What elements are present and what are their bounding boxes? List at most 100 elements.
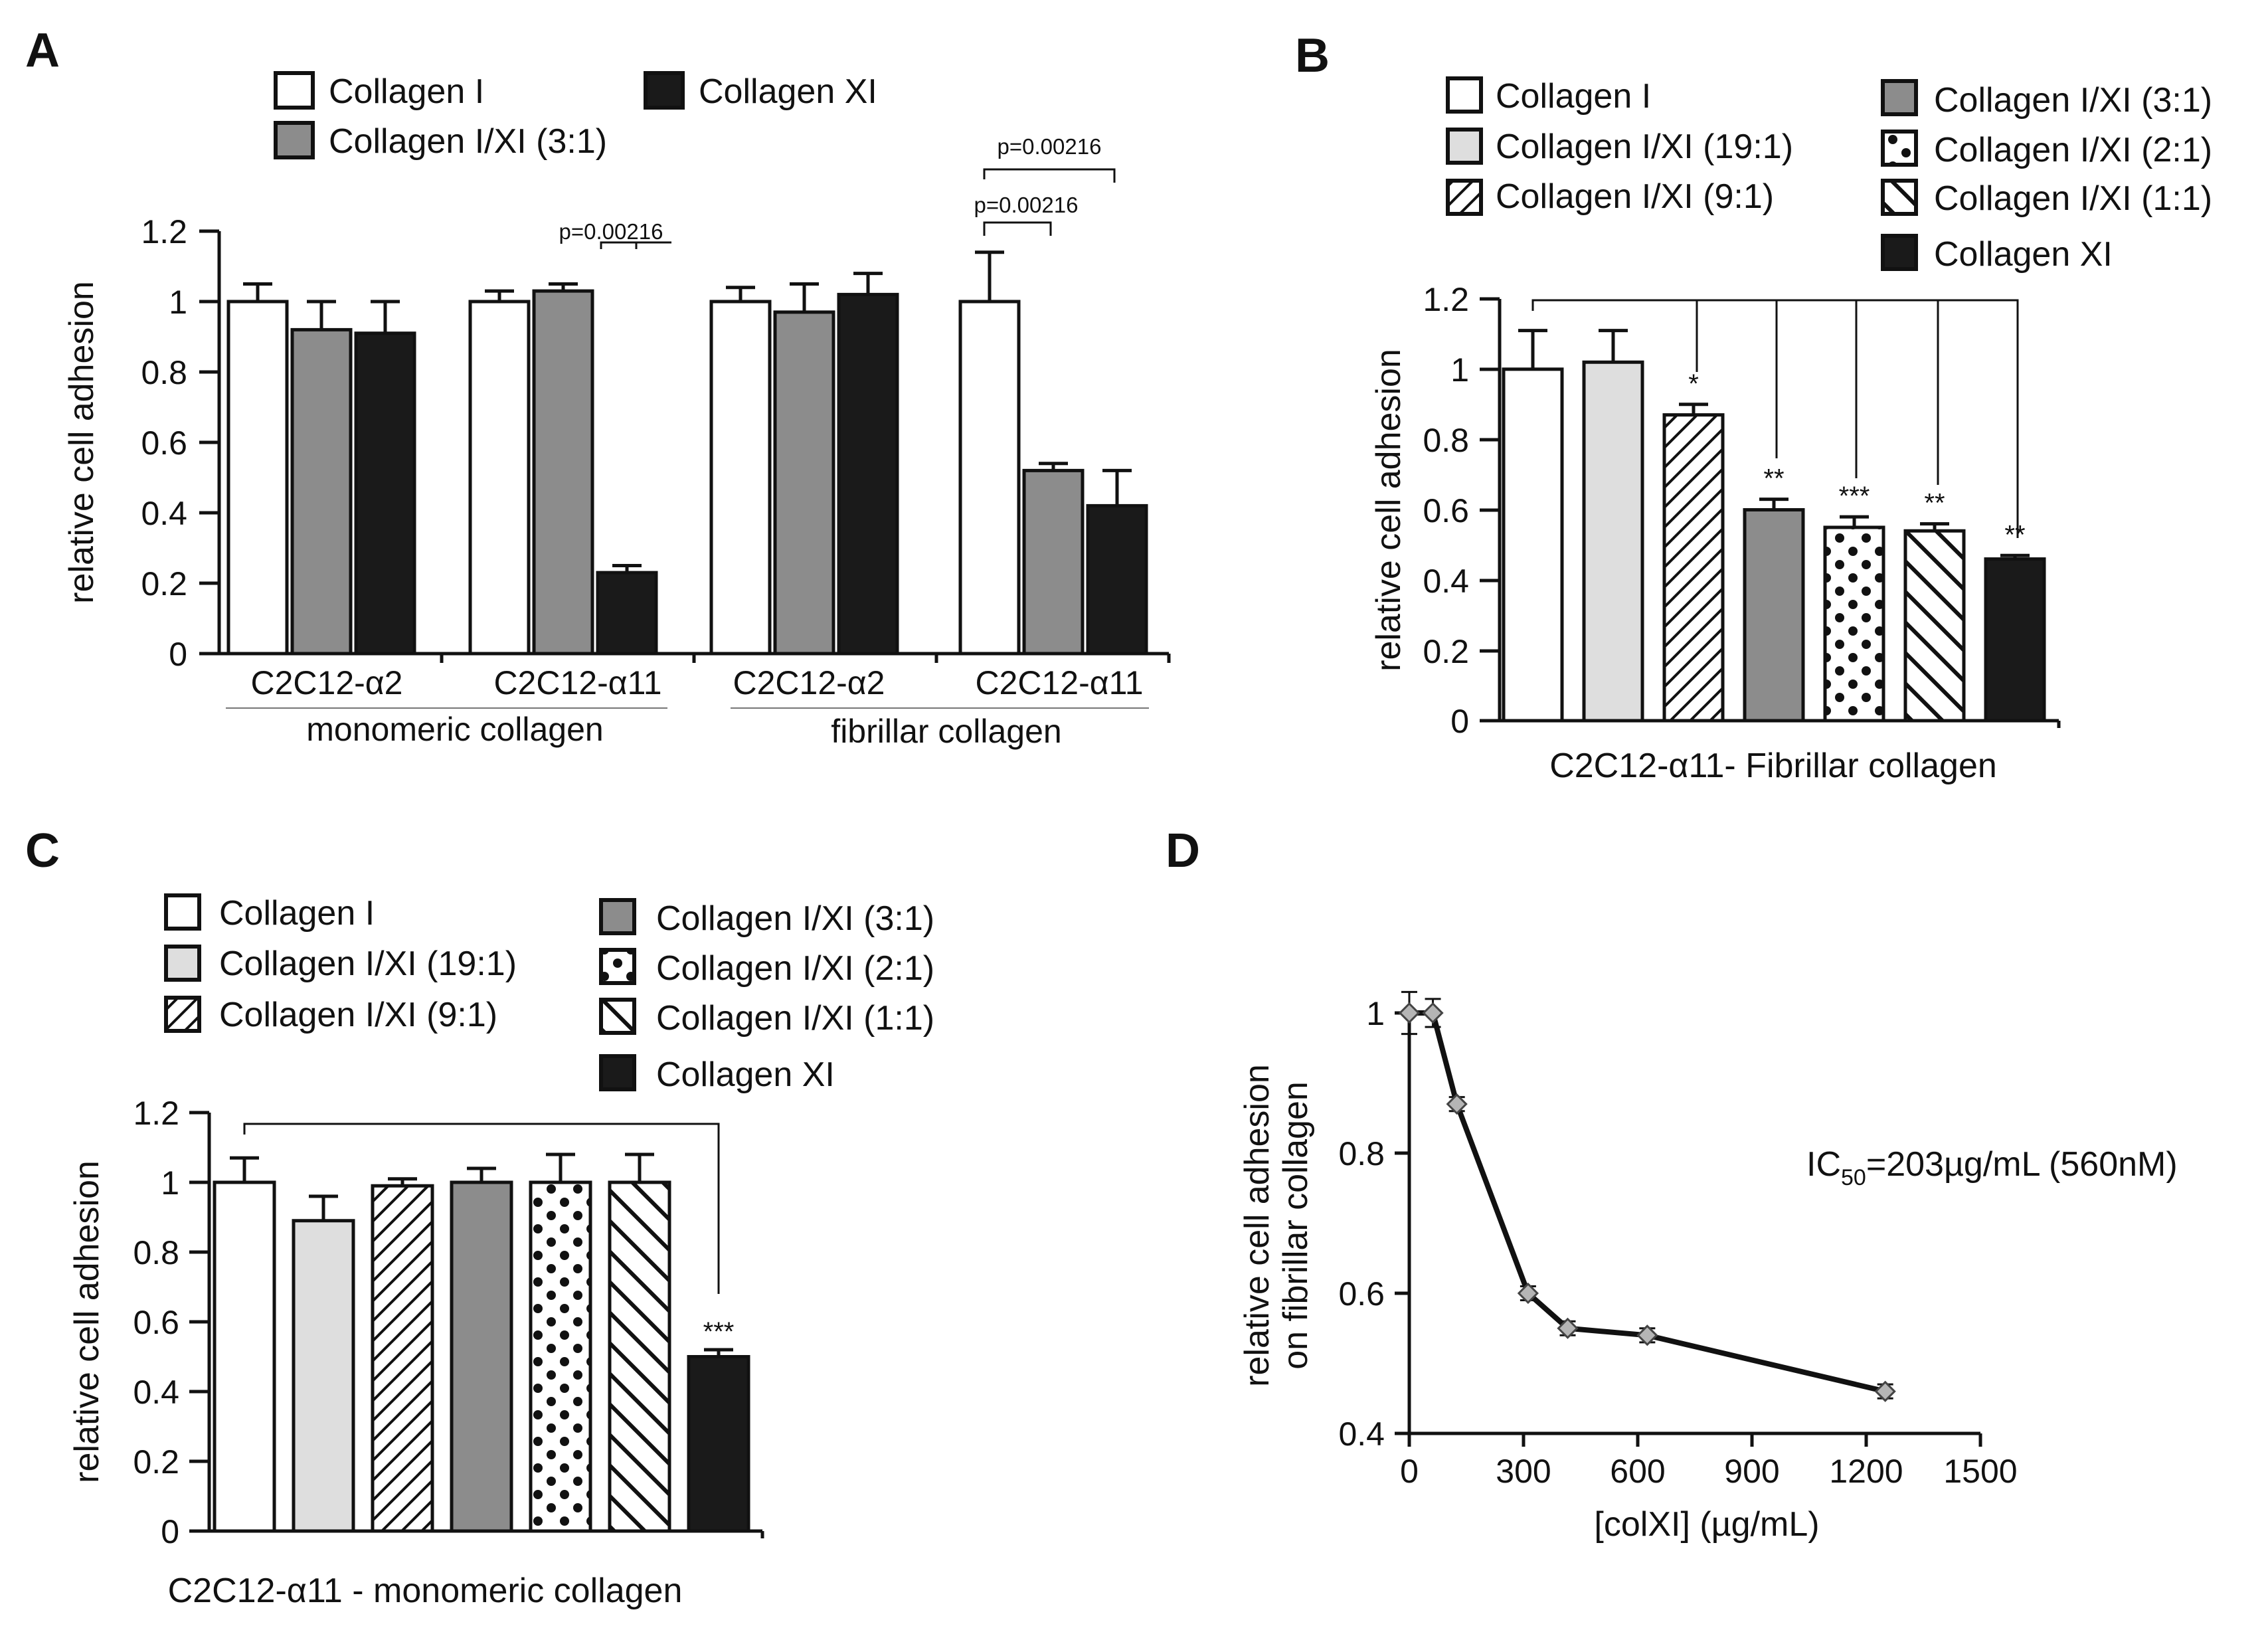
panel-d-y-axis: 1 0.8 0.6 0.4 relative cell adhesion on …: [1238, 995, 1411, 1453]
data-point: [1422, 1002, 1444, 1024]
y-axis-label: relative cell adhesion: [1369, 349, 1408, 672]
x-axis-label: C2C12-α11- Fibrillar collagen: [1549, 747, 1997, 785]
bar-collagen-i-xi-3-1--3: [1022, 468, 1085, 656]
legend-label-collagen-i-xi-1-1: Collagen I/XI (1:1): [1934, 179, 2212, 218]
ic50-annotation: IC50=203µg/mL (560nM): [1806, 1145, 2178, 1190]
legend-swatch-collagen-i-xi-1-1: [599, 998, 636, 1035]
bar-collagen-i-xi-9-1-: [1662, 413, 1725, 723]
bar-collagen-i-3: [958, 300, 1021, 656]
x-tick-label: 1200: [1829, 1453, 1903, 1490]
legend-label-collagen-i: Collagen I: [219, 894, 375, 933]
panel-c-letter: C: [25, 824, 60, 877]
bar-collagen-xi-1: [596, 571, 658, 656]
significance-label: ***: [703, 1317, 735, 1346]
bar-collagen-i-xi-2-1-: [1823, 525, 1885, 723]
y-tick-label: 0.8: [1423, 422, 1469, 459]
bar-collagen-i-xi-2-1-: [529, 1180, 592, 1533]
bar-collagen-i-xi-19-1-: [1582, 360, 1644, 723]
legend-label-collagen-i-xi-2-1: Collagen I/XI (2:1): [656, 949, 934, 988]
bar-collagen-i-xi-3-1-: [450, 1180, 513, 1533]
data-point: [1636, 1324, 1658, 1346]
bar-collagen-i-xi-9-1-: [371, 1184, 434, 1533]
panel-a-y-axis: 1.2 1 0.8 0.6 0.4 0.2 0 relative cell ad…: [62, 213, 221, 673]
y-axis-label-line1: relative cell adhesion: [1238, 1064, 1276, 1387]
panel-b-significance-bracket: [1531, 299, 2019, 538]
bar-collagen-xi: [687, 1355, 750, 1533]
data-point: [1517, 1282, 1539, 1305]
p-value-label: p=0.00216: [998, 134, 1102, 159]
x-axis-label: C2C12-α11 - monomeric collagen: [168, 1572, 683, 1610]
legend-swatch-collagen-xi: [599, 1054, 636, 1091]
legend-swatch-collagen-i-xi-3-1: [274, 121, 315, 159]
y-axis-label: relative cell adhesion: [62, 281, 101, 604]
legend-label-collagen-xi: Collagen XI: [656, 1055, 835, 1094]
y-tick-label: 1: [1450, 351, 1469, 389]
panel-b-y-axis: 1.2 1 0.8 0.6 0.4 0.2 0 relative cell ad…: [1369, 281, 1502, 740]
panel-a-x-axis: C2C12-α2 C2C12-α11 C2C12-α2 C2C12-α11 mo…: [219, 652, 1171, 750]
legend-swatch-collagen-xi: [1881, 234, 1918, 271]
panel-b-legend: Collagen I Collagen I/XI (19:1) Collagen…: [1446, 76, 2212, 274]
legend-label-collagen-i: Collagen I: [329, 72, 484, 111]
significance-label: **: [1763, 464, 1784, 494]
panel-b-x-axis: C2C12-α11- Fibrillar collagen: [1500, 719, 2061, 785]
panel-c-y-axis: 1.2 1 0.8 0.6 0.4 0.2 0 relative cell ad…: [68, 1095, 211, 1550]
y-tick-label: 0.6: [1338, 1275, 1385, 1313]
panel-d-plot: [1398, 990, 1896, 1402]
y-axis-label-line2: on fibrillar collagen: [1276, 1081, 1315, 1370]
legend-swatch-collagen-i-xi-3-1: [1881, 79, 1918, 116]
legend-label-collagen-i-xi-3-1: Collagen I/XI (3:1): [1934, 81, 2212, 120]
bar-collagen-i-xi-1-1-: [608, 1180, 671, 1533]
bar-collagen-xi-2: [837, 292, 899, 656]
y-tick-label: 0.4: [141, 495, 187, 532]
significance-label: **: [1924, 489, 1945, 518]
legend-swatch-collagen-i-xi-2-1: [599, 948, 636, 985]
panel-a-pvalues: p=0.00216 p=0.00216 p=0.00216: [559, 134, 1116, 249]
y-tick-label: 0.8: [133, 1234, 179, 1271]
y-tick-label: 1.2: [133, 1095, 179, 1132]
bar-collagen-i-xi-3-1--1: [532, 289, 594, 656]
panel-a-legend: Collagen I Collagen XI Collagen I/XI (3:…: [274, 71, 877, 161]
y-tick-label: 0: [169, 636, 187, 673]
x-tick-label: C2C12-α2: [250, 664, 402, 701]
bar-collagen-xi: [1984, 557, 2046, 723]
y-tick-label: 0.8: [1338, 1135, 1385, 1172]
panel-a-letter: A: [25, 24, 60, 77]
group-label-fibrillar: fibrillar collagen: [831, 713, 1061, 750]
y-tick-label: 1: [1366, 995, 1385, 1032]
panel-d-letter: D: [1166, 824, 1200, 877]
panel-c-significance-bracket: [243, 1123, 720, 1294]
panel-c: Collagen I Collagen I/XI (19:1) Collagen…: [68, 893, 934, 1610]
legend-swatch-collagen-i-xi-9-1: [1446, 179, 1483, 216]
bar-collagen-i-xi-3-1--0: [290, 327, 353, 656]
panel-b: Collagen I Collagen I/XI (19:1) Collagen…: [1369, 76, 2212, 785]
y-tick-label: 1.2: [141, 213, 187, 250]
legend-swatch-collagen-i: [274, 71, 315, 110]
y-tick-label: 0.2: [141, 565, 187, 602]
legend-label-collagen-i-xi-3-1: Collagen I/XI (3:1): [656, 899, 934, 938]
data-point: [1557, 1317, 1579, 1339]
panel-d-x-axis: 0 300 600 900 1200 1500 [colXI] (µg/mL): [1400, 1431, 2018, 1544]
ic50-subscript: 50: [1841, 1165, 1866, 1190]
y-tick-label: 1.2: [1423, 281, 1469, 318]
ic50-value: =203µg/mL (560nM): [1866, 1145, 2178, 1184]
legend-swatch-collagen-i-xi-19-1: [164, 945, 201, 982]
y-tick-label: 0.2: [133, 1443, 179, 1481]
legend-swatch-collagen-i-xi-1-1: [1881, 179, 1918, 216]
significance-label: *: [1688, 369, 1699, 399]
legend-label-collagen-xi: Collagen XI: [699, 72, 877, 111]
y-tick-label: 1: [161, 1164, 179, 1202]
legend-swatch-collagen-i-xi-19-1: [1446, 128, 1483, 165]
y-tick-label: 0.4: [1423, 563, 1469, 600]
legend-swatch-collagen-i: [164, 893, 201, 931]
legend-label-collagen-xi: Collagen XI: [1934, 235, 2113, 274]
bar-collagen-i-xi-19-1-: [292, 1219, 355, 1533]
bar-collagen-i: [1502, 367, 1564, 723]
x-tick-label: 1500: [1943, 1453, 2017, 1490]
panel-b-bars: ****** ****: [1502, 329, 2046, 723]
y-tick-label: 0.4: [1338, 1415, 1385, 1453]
x-tick-label: C2C12-α2: [733, 664, 885, 701]
bar-collagen-i-0: [226, 300, 289, 656]
data-point: [1874, 1380, 1896, 1402]
legend-label-collagen-i-xi-1-1: Collagen I/XI (1:1): [656, 999, 934, 1038]
